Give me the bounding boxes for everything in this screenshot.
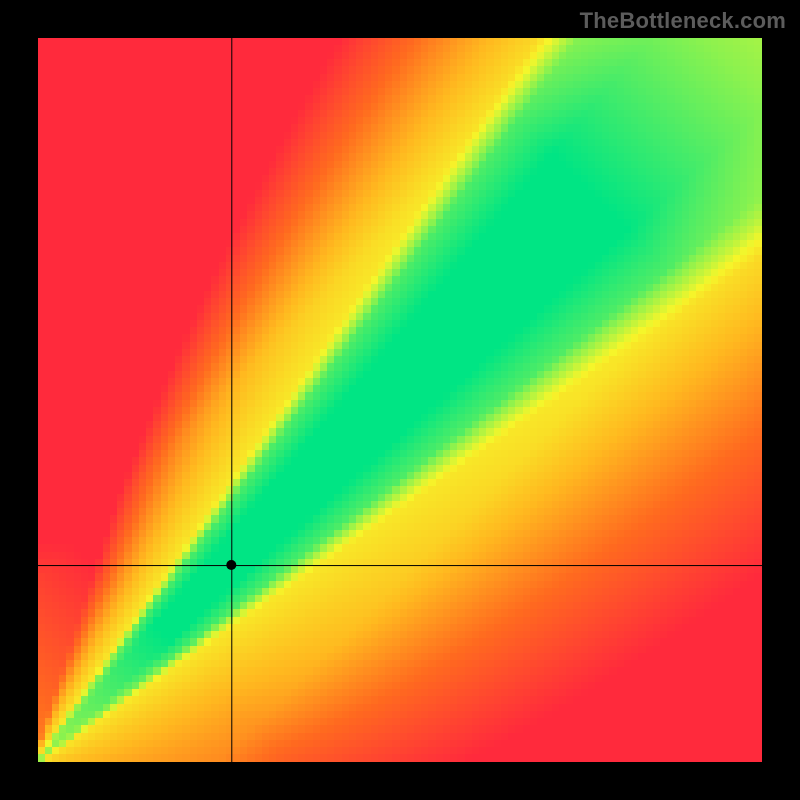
plot-area xyxy=(38,38,762,762)
chart-frame: TheBottleneck.com xyxy=(0,0,800,800)
watermark-text: TheBottleneck.com xyxy=(580,8,786,34)
bottleneck-heatmap xyxy=(38,38,762,762)
